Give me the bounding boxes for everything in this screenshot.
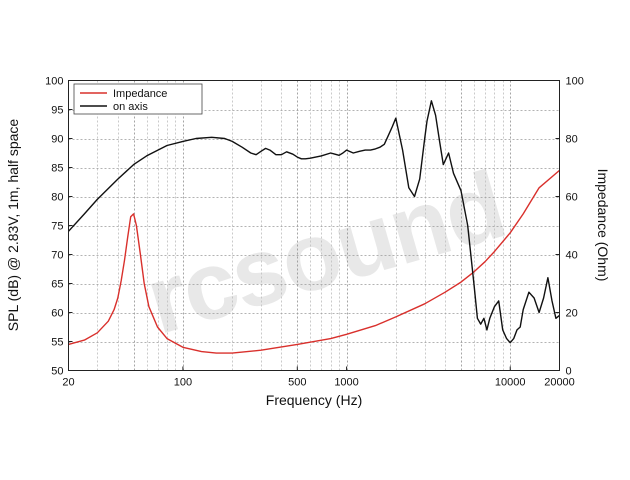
- x-tick-label: 20000: [544, 377, 575, 389]
- x-tick-label: 20: [62, 377, 74, 389]
- y-right-tick-label: 20: [566, 308, 578, 320]
- y-axis-left-title: SPL (dB) @ 2.83V, 1m, half space: [5, 119, 21, 332]
- y-left-tick-label: 65: [51, 279, 63, 291]
- y-left-tick-label: 85: [51, 163, 63, 175]
- y-left-tick-label: 60: [51, 308, 63, 320]
- legend-label-impedance: Impedance: [113, 88, 167, 100]
- series-line-impedance: [68, 169, 560, 354]
- y-left-tick-label: 95: [51, 105, 63, 117]
- x-tick-label: 1000: [334, 377, 358, 389]
- y-left-tick-label: 50: [51, 366, 63, 378]
- y-left-tick-label: 100: [45, 76, 63, 88]
- legend-box: [73, 83, 203, 115]
- y-axis-right-title: Impedance (Ohm): [595, 169, 611, 282]
- y-left-tick-label: 70: [51, 250, 63, 262]
- x-tick-label: 500: [288, 377, 306, 389]
- y-right-tick-label: 80: [566, 134, 578, 146]
- x-tick-label: 10000: [495, 377, 526, 389]
- series-line-on-axis: [67, 100, 560, 344]
- y-right-tick-label: 100: [566, 76, 584, 88]
- x-tick-label: 100: [174, 377, 192, 389]
- y-left-tick-label: 55: [51, 337, 63, 349]
- y-left-tick-label: 75: [51, 221, 63, 233]
- y-left-tick-label: 90: [51, 134, 63, 146]
- y-right-tick-label: 0: [566, 366, 572, 378]
- legend: Impedance on axis: [73, 83, 203, 115]
- y-left-tick-label: 80: [51, 192, 63, 204]
- watermark-text: rcsound: [135, 151, 515, 354]
- x-axis-title: Frequency (Hz): [266, 392, 362, 408]
- plot-series: [67, 100, 560, 354]
- y-right-tick-label: 40: [566, 250, 578, 262]
- legend-label-on-axis: on axis: [113, 101, 148, 113]
- y-right-tick-label: 60: [566, 192, 578, 204]
